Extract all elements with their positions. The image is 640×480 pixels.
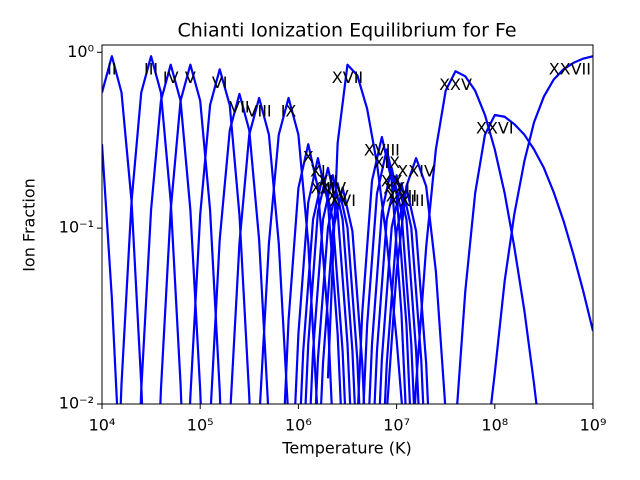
chart-title: Chianti Ionization Equilibrium for Fe — [177, 20, 516, 42]
ion-label: XVIII — [364, 140, 400, 159]
ion-line — [102, 144, 119, 404]
ion-label: IX — [281, 101, 297, 120]
ion-line — [378, 182, 425, 404]
ion-line — [309, 174, 356, 404]
ion-label: II — [107, 60, 116, 79]
ion-label: XV — [327, 187, 349, 206]
ion-label: XXVII — [549, 60, 591, 79]
x-tick-label: 10⁴ — [89, 416, 116, 435]
x-axis-label: Temperature (K) — [281, 439, 411, 458]
ion-line — [320, 186, 366, 404]
ion-label: IV — [163, 68, 179, 87]
ion-line — [314, 182, 361, 404]
ion-line — [386, 157, 447, 404]
ion-line — [159, 63, 222, 404]
y-tick-label: 10⁻¹ — [59, 218, 94, 237]
ion-line — [209, 92, 270, 404]
ion-label: V — [185, 68, 196, 87]
ion-line — [102, 55, 144, 404]
ion-line — [368, 166, 416, 404]
ion-label: XIV — [319, 179, 346, 198]
ion-line — [490, 55, 593, 404]
ion-label: X — [303, 148, 314, 167]
ion-line — [229, 96, 289, 404]
ion-line — [258, 96, 319, 404]
ion-label: XX — [381, 171, 403, 190]
ion-label: XXI — [383, 179, 410, 198]
ion-line — [373, 174, 420, 404]
y-axis-label: Ion Fraction — [20, 178, 39, 272]
ion-label: XVII — [332, 68, 363, 87]
ion-line — [456, 113, 593, 404]
ion-label: XIX — [373, 153, 400, 172]
ion-line — [304, 166, 352, 404]
ion-label: XIII — [310, 179, 335, 198]
ion-label: XXIV — [397, 162, 435, 181]
ion-label: XVI — [329, 191, 356, 210]
ion-label: III — [144, 60, 158, 79]
plot-area — [102, 55, 593, 404]
ion-label: XII — [318, 171, 338, 190]
x-tick-label: 10⁹ — [580, 416, 607, 435]
ion-line — [139, 63, 202, 404]
x-tick-label: 10⁵ — [187, 416, 214, 435]
ion-label: XXVI — [476, 118, 514, 137]
x-tick-label: 10⁷ — [383, 416, 410, 435]
ion-label: VIII — [247, 101, 272, 120]
x-tick-label: 10⁶ — [285, 416, 312, 435]
ion-line — [362, 148, 412, 404]
ion-line — [413, 70, 538, 404]
ion-line — [299, 174, 347, 404]
x-tick-label: 10⁸ — [481, 416, 508, 435]
ion-line — [119, 55, 183, 404]
y-tick-label: 10⁻² — [59, 394, 94, 413]
ion-label: XXV — [439, 75, 472, 94]
y-tick-label: 10⁰ — [67, 42, 94, 61]
ion-line — [188, 68, 251, 404]
ion-line — [294, 157, 342, 404]
ion-label: VII — [229, 97, 249, 116]
ion-label: XXII — [386, 187, 417, 206]
ion-label: XI — [310, 162, 326, 181]
ion-label: VI — [212, 73, 228, 92]
ion-line — [283, 143, 333, 404]
ion-label: XXIII — [388, 191, 424, 210]
plot-frame — [101, 44, 594, 405]
ion-line — [357, 135, 407, 404]
